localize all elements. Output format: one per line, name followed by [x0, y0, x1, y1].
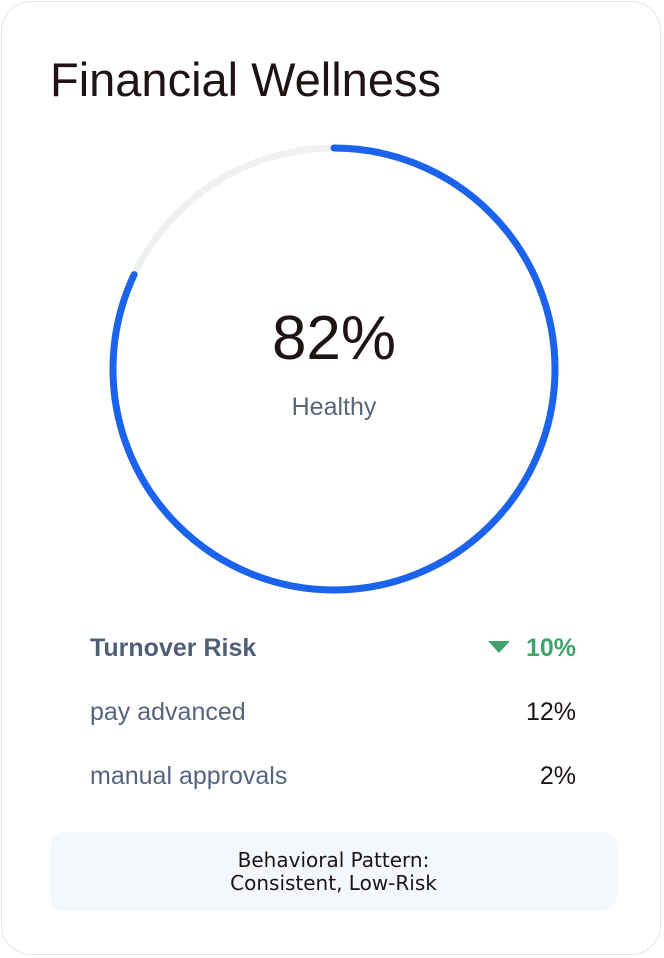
gauge-ring	[109, 144, 559, 594]
gauge-progress-arc	[109, 144, 559, 594]
metric-label: pay advanced	[90, 698, 246, 726]
card-title: Financial Wellness	[50, 53, 441, 106]
metric-label: manual approvals	[90, 762, 288, 790]
gauge-center: 82% Healthy	[108, 143, 560, 595]
metric-label: Turnover Risk	[90, 634, 257, 662]
behavioral-pattern-box: Behavioral Pattern: Consistent, Low-Risk	[50, 832, 617, 911]
metric-value: 12%	[525, 698, 576, 726]
gauge-percentage: 82%	[271, 304, 397, 373]
pattern-value: Consistent, Low-Risk	[230, 871, 437, 895]
metric-row-pay-advanced: pay advanced 12%	[90, 692, 576, 756]
metrics-list: Turnover Risk 10% pay advanced 12% manua…	[90, 628, 576, 820]
turnover-risk-value: 10%	[525, 634, 576, 662]
triangle-down-icon	[487, 641, 510, 654]
metric-value: 2%	[539, 762, 576, 790]
metric-row-turnover-risk: Turnover Risk 10%	[90, 628, 576, 692]
gauge-status: Healthy	[291, 393, 377, 421]
metric-row-manual-approvals: manual approvals 2%	[90, 756, 576, 820]
metric-value: 10%	[487, 628, 576, 668]
wellness-gauge: 82% Healthy	[108, 143, 560, 595]
pattern-label: Behavioral Pattern:	[237, 848, 430, 872]
